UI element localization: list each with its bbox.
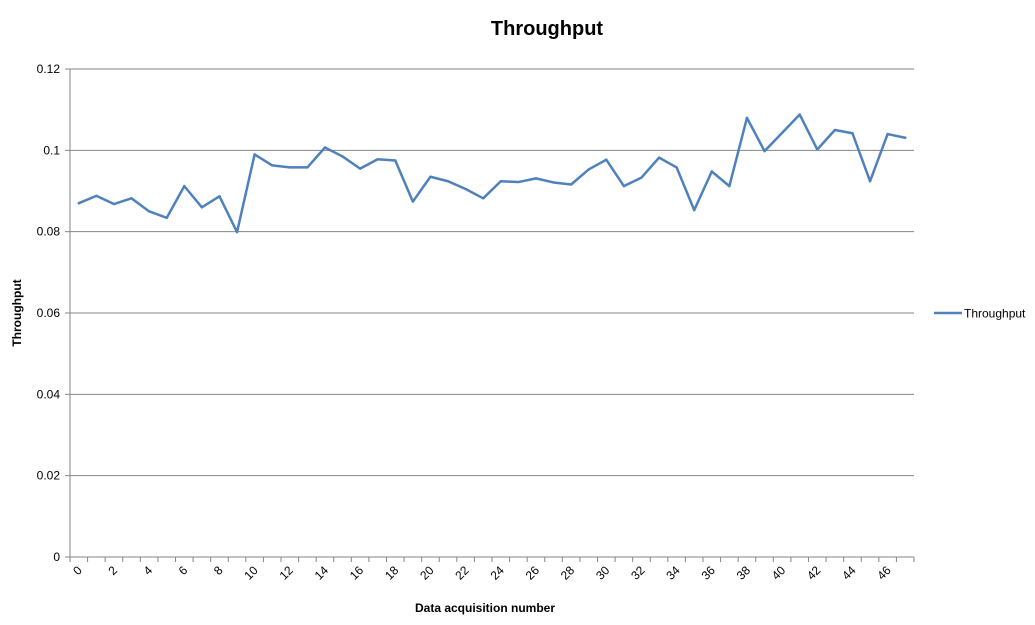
gridlines	[70, 68, 914, 477]
legend-label-throughput: Throughput	[964, 307, 1026, 321]
data-points	[77, 113, 907, 234]
data-point	[728, 184, 731, 188]
data-point	[904, 136, 907, 139]
y-tick-label: 0.06	[37, 306, 61, 320]
data-point	[200, 206, 204, 209]
data-point	[271, 164, 274, 167]
x-tick-label: 28	[558, 563, 578, 583]
x-tick-label: 24	[488, 563, 508, 583]
data-point	[429, 175, 432, 178]
y-tick-label: 0.04	[37, 387, 61, 401]
data-point	[816, 148, 819, 151]
data-point	[112, 202, 116, 206]
x-tick-label: 36	[699, 563, 719, 583]
data-point	[534, 177, 538, 180]
y-axis-title: Throughput	[10, 279, 24, 346]
data-point	[745, 116, 749, 120]
x-tick-label: 38	[734, 563, 754, 583]
data-point	[376, 158, 379, 161]
data-point	[605, 158, 608, 161]
data-point	[517, 180, 520, 184]
x-tick-label: 2	[105, 563, 120, 578]
data-point	[763, 149, 766, 153]
x-tick-label: 18	[382, 563, 402, 583]
x-tick-label: 20	[417, 563, 437, 583]
data-point	[323, 146, 327, 149]
data-point	[657, 156, 661, 159]
data-point	[693, 208, 696, 212]
y-tick-label: 0.12	[37, 62, 61, 76]
data-point	[183, 184, 186, 188]
data-point	[499, 180, 502, 183]
data-point	[77, 202, 80, 205]
y-tick-labels: 0 0.02 0.04 0.06 0.08 0.1 0.12	[37, 62, 61, 564]
data-point	[147, 210, 151, 213]
legend: Throughput	[934, 307, 1026, 321]
x-tick-label: 6	[176, 563, 191, 578]
data-point	[306, 166, 309, 169]
data-point	[95, 194, 98, 198]
x-tick-label: 8	[211, 563, 226, 578]
y-tick-label: 0.08	[37, 225, 61, 239]
data-point	[165, 216, 168, 220]
data-point	[411, 200, 415, 203]
x-tick-label: 22	[452, 563, 472, 583]
data-point	[710, 170, 713, 173]
series-lines	[77, 113, 907, 234]
data-point	[675, 166, 678, 169]
x-tick-label: 16	[347, 563, 367, 583]
x-tick-label: 34	[663, 563, 683, 583]
data-point	[482, 197, 485, 200]
x-tick-label: 12	[277, 563, 297, 583]
axes	[65, 68, 915, 562]
chart-title: Throughput	[491, 18, 604, 40]
x-axis-title: Data acquisition number	[415, 601, 555, 615]
data-point	[868, 180, 872, 183]
x-tick-labels: 0 2 4 6 8 10 12 14 16 18 20 22 24 26 28 30 32 34 36 38 40 42 4…	[70, 563, 894, 583]
x-tick-label: 32	[628, 563, 648, 583]
x-tick-label: 42	[804, 563, 824, 583]
x-tick-label: 10	[241, 563, 261, 583]
data-point	[851, 132, 854, 135]
data-point	[394, 159, 397, 162]
data-point	[464, 187, 467, 191]
data-point	[130, 197, 133, 200]
x-tick-label: 14	[312, 563, 332, 583]
x-tick-label: 4	[141, 563, 156, 578]
data-point	[569, 183, 573, 186]
data-point	[622, 184, 626, 188]
y-tick-label: 0	[53, 550, 60, 564]
series-line	[77, 113, 907, 234]
data-point	[358, 167, 362, 170]
data-point	[253, 153, 256, 156]
y-tick-label: 0.02	[37, 469, 61, 483]
data-point	[218, 195, 221, 198]
data-point	[235, 230, 239, 234]
data-point	[886, 132, 889, 136]
data-point	[552, 181, 555, 184]
x-tick-label: 44	[839, 563, 859, 583]
data-point	[780, 131, 784, 135]
x-tick-label: 26	[523, 563, 543, 583]
x-tick-label: 46	[874, 563, 894, 583]
x-tick-label: 40	[769, 563, 789, 583]
data-point	[833, 128, 837, 132]
x-tick-label: 0	[70, 563, 85, 578]
x-tick-label: 30	[593, 563, 613, 583]
data-point	[288, 166, 291, 169]
data-point	[341, 155, 344, 158]
data-point	[446, 180, 450, 183]
data-point	[640, 176, 643, 179]
data-point	[798, 113, 801, 116]
y-tick-label: 0.1	[43, 143, 60, 157]
data-point	[587, 168, 590, 171]
